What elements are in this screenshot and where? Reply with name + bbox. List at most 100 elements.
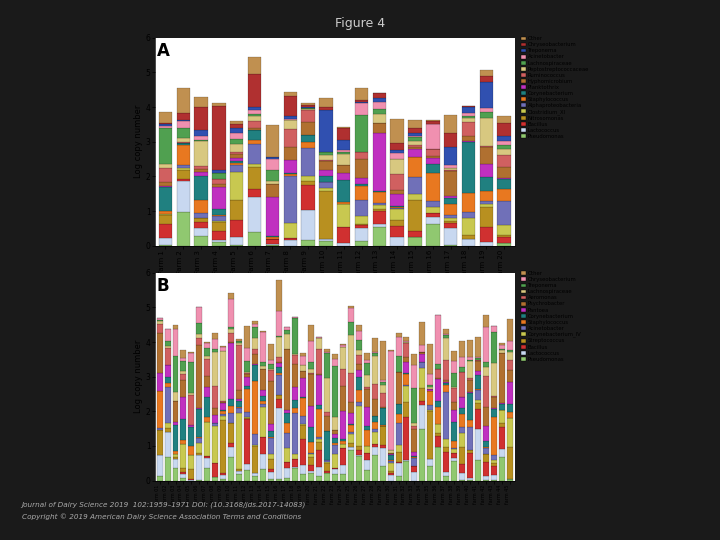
Bar — [266, 197, 279, 235]
Bar — [498, 167, 510, 178]
Bar — [197, 408, 202, 409]
Bar — [204, 458, 210, 469]
Bar — [428, 459, 433, 467]
Bar — [467, 450, 473, 453]
Bar — [480, 177, 493, 191]
Bar — [268, 431, 274, 437]
Bar — [499, 345, 505, 349]
Bar — [284, 160, 297, 173]
Bar — [204, 348, 210, 356]
Bar — [284, 327, 290, 329]
Bar — [491, 466, 497, 475]
Bar — [276, 373, 282, 375]
Bar — [498, 154, 510, 167]
Bar — [268, 343, 274, 360]
Bar — [159, 225, 172, 238]
Bar — [411, 457, 418, 466]
Bar — [316, 476, 322, 481]
Bar — [204, 469, 210, 481]
Bar — [220, 402, 226, 403]
Bar — [475, 361, 481, 371]
Bar — [337, 204, 351, 227]
Bar — [197, 438, 202, 443]
Bar — [156, 333, 163, 373]
Bar — [451, 441, 457, 448]
Bar — [390, 144, 404, 151]
Bar — [266, 239, 279, 244]
Bar — [165, 347, 171, 348]
Bar — [197, 345, 202, 408]
Bar — [451, 454, 457, 458]
Bar — [159, 182, 172, 186]
Bar — [244, 361, 250, 372]
Bar — [300, 465, 306, 474]
Bar — [498, 237, 510, 242]
Bar — [230, 165, 243, 172]
Bar — [379, 445, 386, 448]
Legend: Other, Chryseobacterium, Treponema, Lachnospiraceae, Aeromonas, Psychrobacter, P: Other, Chryseobacterium, Treponema, Lach… — [521, 271, 582, 362]
Bar — [356, 455, 361, 456]
Bar — [176, 120, 190, 127]
Bar — [444, 360, 449, 380]
Bar — [308, 374, 314, 406]
Bar — [189, 352, 194, 353]
Bar — [337, 154, 351, 165]
Bar — [324, 460, 330, 462]
Bar — [498, 116, 510, 123]
Bar — [252, 364, 258, 381]
Bar — [220, 351, 226, 401]
Bar — [165, 423, 171, 428]
Bar — [276, 408, 282, 480]
Bar — [373, 211, 386, 224]
Bar — [480, 76, 493, 82]
Bar — [319, 107, 333, 110]
Bar — [436, 380, 441, 401]
Bar — [340, 465, 346, 474]
Bar — [462, 239, 475, 246]
Bar — [268, 472, 274, 479]
Bar — [390, 206, 404, 207]
Bar — [348, 306, 354, 308]
Bar — [230, 220, 243, 237]
Bar — [319, 98, 333, 107]
Bar — [189, 446, 194, 455]
Bar — [165, 364, 171, 377]
Bar — [212, 170, 225, 173]
Bar — [332, 443, 338, 445]
Bar — [292, 364, 298, 387]
Bar — [165, 387, 171, 423]
Bar — [156, 325, 163, 333]
Bar — [436, 433, 441, 436]
Bar — [159, 112, 172, 123]
Bar — [355, 99, 368, 102]
Bar — [228, 447, 234, 456]
Bar — [483, 407, 489, 426]
Bar — [230, 161, 243, 163]
Bar — [212, 173, 225, 179]
Bar — [212, 231, 225, 240]
Bar — [480, 242, 493, 246]
Bar — [373, 123, 386, 133]
Bar — [244, 411, 250, 417]
Bar — [156, 391, 163, 428]
Bar — [337, 128, 351, 140]
Bar — [173, 468, 179, 481]
Bar — [387, 461, 394, 463]
Bar — [236, 339, 242, 341]
Bar — [173, 459, 179, 468]
Bar — [165, 433, 171, 457]
Bar — [403, 384, 410, 386]
Bar — [181, 350, 186, 358]
Bar — [499, 353, 505, 403]
Bar — [173, 454, 179, 457]
Bar — [340, 439, 346, 441]
Bar — [165, 457, 171, 481]
Bar — [373, 192, 386, 202]
Bar — [444, 223, 457, 228]
Bar — [230, 200, 243, 220]
Bar — [197, 323, 202, 334]
Bar — [390, 159, 404, 174]
Bar — [483, 441, 489, 447]
Bar — [444, 452, 449, 472]
Bar — [507, 404, 513, 411]
